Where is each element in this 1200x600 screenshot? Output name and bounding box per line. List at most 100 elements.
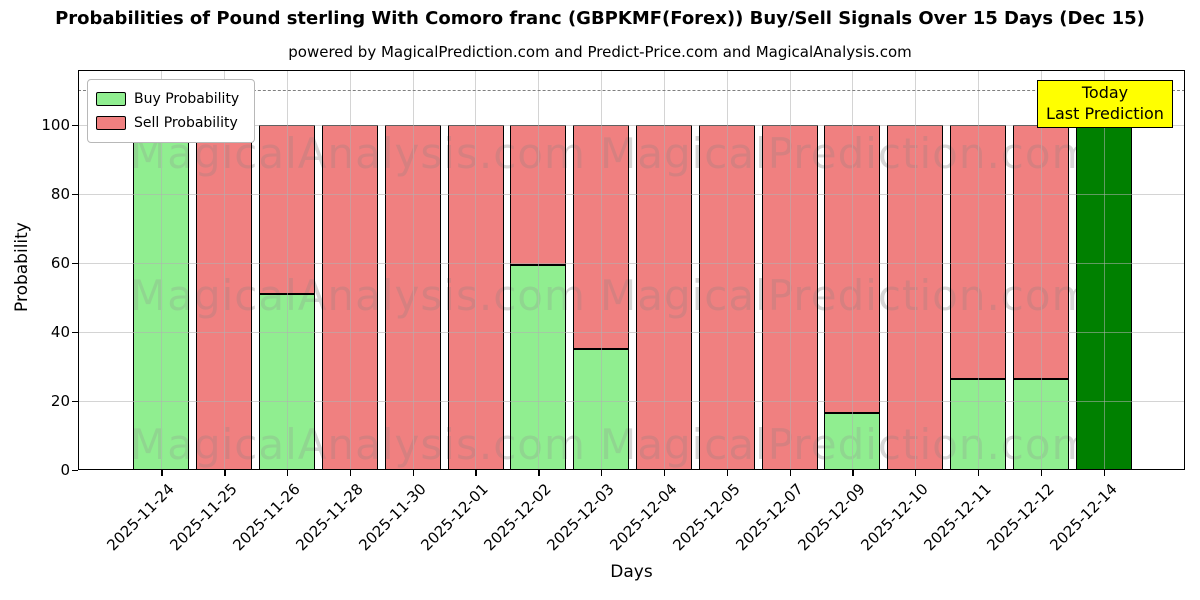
x-tick-label-2025-12-02: 2025-12-02 — [480, 480, 556, 555]
sell-bar-2025-12-12 — [1012, 125, 1069, 379]
legend-buy-label: Buy Probability — [134, 91, 240, 108]
y-axis-label: Probability — [12, 222, 32, 312]
h-gridline-20 — [78, 401, 1185, 403]
v-gridline-2025-12-12 — [1040, 70, 1042, 470]
h-gridline-80 — [78, 194, 1185, 196]
v-gridline-2025-11-28 — [349, 70, 351, 470]
sell-bar-2025-11-25 — [196, 125, 253, 470]
x-tick-mark-2025-12-03 — [601, 470, 603, 476]
buy-bar-2025-12-12 — [1012, 378, 1069, 470]
legend-item-sell: Sell Probability — [96, 115, 246, 131]
sell-bar-2025-12-04 — [635, 125, 692, 470]
x-tick-label-2025-12-05: 2025-12-05 — [669, 480, 744, 555]
y-tick-mark-60 — [72, 262, 78, 264]
x-tick-label-2025-12-12: 2025-12-12 — [983, 480, 1058, 555]
chart-subtitle: powered by MagicalPrediction.com and Pre… — [288, 43, 912, 61]
x-tick-label-2025-12-09: 2025-12-09 — [794, 480, 870, 555]
v-gridline-2025-12-02 — [538, 70, 540, 470]
y-tick-mark-100 — [72, 124, 78, 126]
x-tick-mark-2025-12-07 — [789, 470, 791, 476]
v-gridline-2025-12-05 — [726, 70, 728, 470]
x-axis-label: Days — [610, 562, 653, 582]
x-tick-mark-2025-12-01 — [475, 470, 477, 476]
x-tick-mark-2025-11-26 — [287, 470, 289, 476]
x-tick-mark-2025-12-02 — [538, 470, 540, 476]
legend-sell-label: Sell Probability — [134, 114, 238, 131]
sell-bar-2025-12-09 — [824, 125, 881, 414]
sell-bar-2025-12-11 — [950, 125, 1006, 379]
sell-bar-2025-11-28 — [321, 125, 378, 470]
v-gridline-2025-12-11 — [977, 70, 979, 470]
x-tick-mark-2025-12-11 — [977, 470, 980, 476]
x-tick-label-2025-12-07: 2025-12-07 — [731, 480, 807, 555]
watermark-prediction: MagicalPrediction.com — [600, 420, 1094, 469]
v-gridline-2025-12-03 — [601, 70, 603, 470]
sell-bar-2025-12-03 — [573, 125, 630, 350]
sell-bar-2025-12-02 — [510, 125, 567, 265]
sell-bar-2025-11-26 — [259, 125, 315, 295]
x-tick-mark-2025-12-09 — [852, 470, 854, 476]
x-tick-label-2025-11-28: 2025-11-28 — [292, 480, 367, 555]
v-gridline-2025-12-04 — [663, 70, 665, 470]
watermark-prediction: MagicalPrediction.com — [600, 271, 1094, 320]
sell-bar-2025-11-30 — [384, 125, 441, 470]
y-tick-label-40: 40 — [50, 323, 70, 342]
x-tick-mark-2025-12-04 — [663, 470, 666, 476]
today-label: Today — [1081, 83, 1129, 103]
x-tick-mark-2025-12-14 — [1103, 470, 1105, 476]
v-gridline-2025-12-01 — [475, 70, 477, 470]
x-tick-label-2025-11-30: 2025-11-30 — [355, 480, 430, 555]
y-tick-label-20: 20 — [50, 392, 70, 411]
v-gridline-2025-11-30 — [412, 70, 414, 470]
h-gridline-60 — [78, 263, 1185, 265]
sell-bar-2025-12-10 — [887, 125, 944, 470]
buy-swatch-icon — [96, 92, 126, 107]
buy-bar-2025-12-11 — [950, 378, 1006, 470]
v-gridline-2025-12-07 — [789, 70, 791, 470]
x-tick-label-2025-11-24: 2025-11-24 — [103, 480, 179, 555]
x-tick-label-2025-11-26: 2025-11-26 — [229, 480, 304, 555]
x-tick-mark-2025-11-24 — [161, 470, 163, 476]
x-tick-mark-2025-11-28 — [349, 470, 352, 476]
x-tick-label-2025-12-10: 2025-12-10 — [857, 480, 932, 555]
x-tick-label-2025-11-25: 2025-11-25 — [166, 480, 241, 555]
sell-bar-2025-12-01 — [447, 125, 504, 470]
x-tick-label-2025-12-04: 2025-12-04 — [606, 480, 681, 555]
x-tick-mark-2025-12-05 — [726, 470, 729, 476]
x-tick-mark-2025-12-12 — [1040, 470, 1043, 476]
chart-legend: Buy Probability Sell Probability — [87, 79, 255, 143]
x-tick-mark-2025-11-25 — [224, 470, 226, 476]
legend-item-buy: Buy Probability — [96, 91, 246, 107]
y-tick-mark-0 — [72, 469, 78, 471]
watermark-analysis: MagicalAnalysis.com — [130, 420, 586, 469]
sell-bar-2025-12-05 — [698, 125, 755, 470]
buy-bar-2025-11-26 — [259, 294, 315, 470]
x-tick-mark-2025-12-10 — [915, 470, 917, 476]
y-tick-mark-40 — [72, 331, 78, 333]
today-bar-2025-12-14 — [1075, 125, 1132, 470]
buy-bar-2025-12-09 — [824, 413, 881, 470]
chart-title: Probabilities of Pound sterling With Com… — [55, 8, 1145, 29]
x-tick-mark-2025-11-30 — [412, 470, 414, 476]
v-gridline-2025-12-10 — [915, 70, 917, 470]
y-tick-label-100: 100 — [41, 116, 70, 135]
v-gridline-2025-12-14 — [1103, 70, 1105, 470]
x-tick-label-2025-12-14: 2025-12-14 — [1045, 480, 1121, 555]
x-tick-label-2025-12-03: 2025-12-03 — [543, 480, 618, 555]
sell-swatch-icon — [96, 115, 126, 130]
y-tick-mark-80 — [72, 193, 78, 195]
x-tick-label-2025-12-01: 2025-12-01 — [417, 480, 493, 555]
buy-bar-2025-11-24 — [133, 125, 190, 470]
buy-bar-2025-12-03 — [573, 349, 630, 470]
v-gridline-2025-12-09 — [852, 70, 854, 470]
y-tick-label-0: 0 — [60, 461, 70, 479]
last-prediction-label: Last Prediction — [1046, 104, 1164, 123]
watermark-analysis: MagicalAnalysis.com — [130, 271, 586, 320]
buy-bar-2025-12-02 — [510, 264, 567, 470]
y-tick-label-80: 80 — [50, 185, 70, 204]
v-gridline-2025-11-26 — [287, 70, 289, 470]
sell-bar-2025-12-07 — [761, 125, 818, 470]
h-gridline-40 — [78, 332, 1185, 334]
watermark-prediction: MagicalPrediction.com — [600, 129, 1094, 178]
